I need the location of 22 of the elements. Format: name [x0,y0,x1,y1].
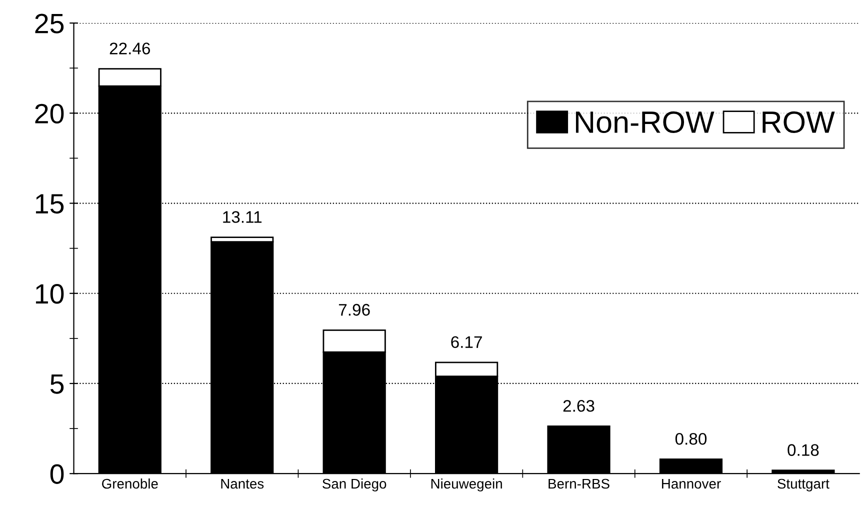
legend-label: Non-ROW [576,111,714,134]
x-tick-label: Nieuwegein [431,478,502,492]
legend-label: ROW [762,111,835,134]
y-tick-label: 5 [50,374,64,394]
total-label: 0.18 [788,444,819,456]
total-label: 13.11 [223,211,262,223]
total-label: 7.96 [338,304,370,316]
total-label: 22.46 [110,42,150,54]
x-tick-label: San Diego [322,478,386,492]
x-tick-label: Stuttgart [778,478,830,492]
y-tick-label: 15 [36,194,64,214]
y-tick-label: 0 [50,464,64,484]
total-label: 2.63 [563,400,594,412]
total-label: 0.80 [675,432,707,445]
x-tick-label: Bern-RBS [548,478,610,489]
x-tick-label: Nantes [221,478,264,489]
y-tick-label: 25 [35,14,64,34]
x-tick-label: Grenoble [102,478,158,489]
y-tick-label: 20 [35,104,64,124]
x-tick-label: Hannover [662,478,721,489]
y-tick-label: 10 [36,284,64,304]
total-label: 6.17 [451,336,482,348]
